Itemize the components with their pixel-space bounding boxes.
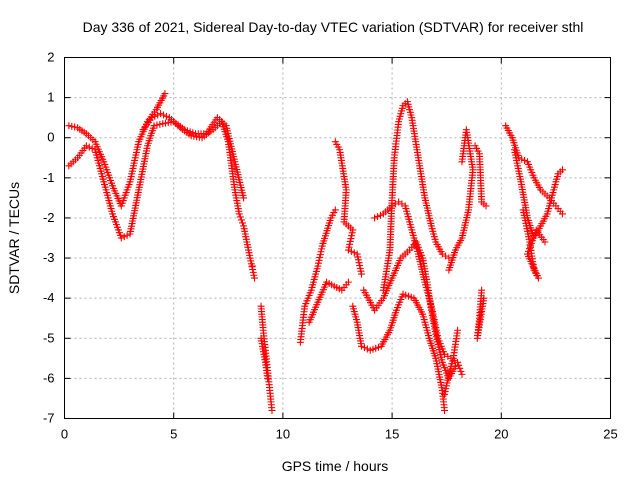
series-track-7 [349,290,449,414]
axis-ticks [64,57,611,419]
data-point [82,142,90,150]
data-point [457,367,465,375]
grid-lines [64,57,611,419]
x-axis-label: GPS time / hours [282,458,389,474]
data-point [480,294,488,302]
data-point [157,110,165,118]
data-point [71,123,79,131]
y-tick-label: -1 [43,170,55,185]
data-point [521,156,529,164]
data-point [344,246,352,254]
series-track-4 [257,302,276,414]
data-point [120,233,128,241]
data-point [88,144,96,152]
data-point [151,112,159,120]
x-tick-label: 0 [61,427,68,442]
data-point [454,326,462,334]
series-track-11 [441,126,477,398]
data-point [541,238,549,246]
data-point [455,361,463,369]
data-point [150,122,158,130]
series-track-15 [519,206,549,282]
data-point [456,364,464,372]
y-tick-label: -2 [43,210,55,225]
data-point [235,210,243,218]
x-tick-label: 20 [494,427,508,442]
y-axis-label: SDTVAR / TECUs [6,182,22,294]
y-tick-label: -6 [43,370,55,385]
data-point [148,114,156,122]
data-point [240,194,248,202]
chart-title: Day 336 of 2021, Sidereal Day-to-day VTE… [83,19,584,35]
data-point [371,214,379,222]
series-track-8 [360,238,459,382]
series-track-13 [502,122,566,218]
series-track-14 [510,146,566,242]
data-point [238,219,246,227]
series-track-3 [139,110,259,282]
x-tick-label: 5 [170,427,177,442]
data-point [350,249,358,257]
data-point [374,213,382,221]
data-point [268,406,276,414]
data-point [358,270,366,278]
data-point [441,406,449,414]
data-markers [65,90,566,414]
series-track-2 [65,114,256,270]
data-point [458,370,466,378]
data-point [236,213,244,221]
series-track-5 [296,206,352,346]
data-point [454,358,462,366]
data-point [347,247,355,255]
data-point [482,202,490,210]
data-point [558,210,566,218]
series-track-10 [379,98,453,294]
data-point [518,155,526,163]
series-track-12 [471,142,490,342]
data-point [558,166,566,174]
data-point [376,211,384,219]
data-point [360,344,368,352]
data-point [162,112,170,120]
x-tick-label: 25 [603,427,617,442]
data-point [85,143,93,151]
y-tick-label: 1 [47,90,54,105]
data-point [237,216,245,224]
data-point [117,234,125,242]
data-point [458,158,466,166]
series-track-9 [371,198,466,378]
series-track-6 [331,138,366,278]
data-point [65,122,73,130]
x-tick-label: 10 [276,427,290,442]
data-point [251,274,259,282]
y-tick-label: 2 [47,50,54,65]
data-point [264,374,272,382]
data-point [68,122,76,130]
x-tick-label: 15 [385,427,399,442]
y-tick-label: -3 [43,250,55,265]
data-point [161,90,169,98]
data-point [123,231,131,239]
y-tick-label: -5 [43,330,55,345]
data-point [156,120,164,128]
data-point [331,206,339,214]
y-tick-label: -4 [43,290,55,305]
y-tick-label: -7 [43,411,55,426]
data-point [358,342,366,350]
data-point [344,278,352,286]
data-point [153,121,161,129]
data-point [160,111,168,119]
plot-frame [64,57,611,419]
y-tick-label: 0 [47,130,54,145]
